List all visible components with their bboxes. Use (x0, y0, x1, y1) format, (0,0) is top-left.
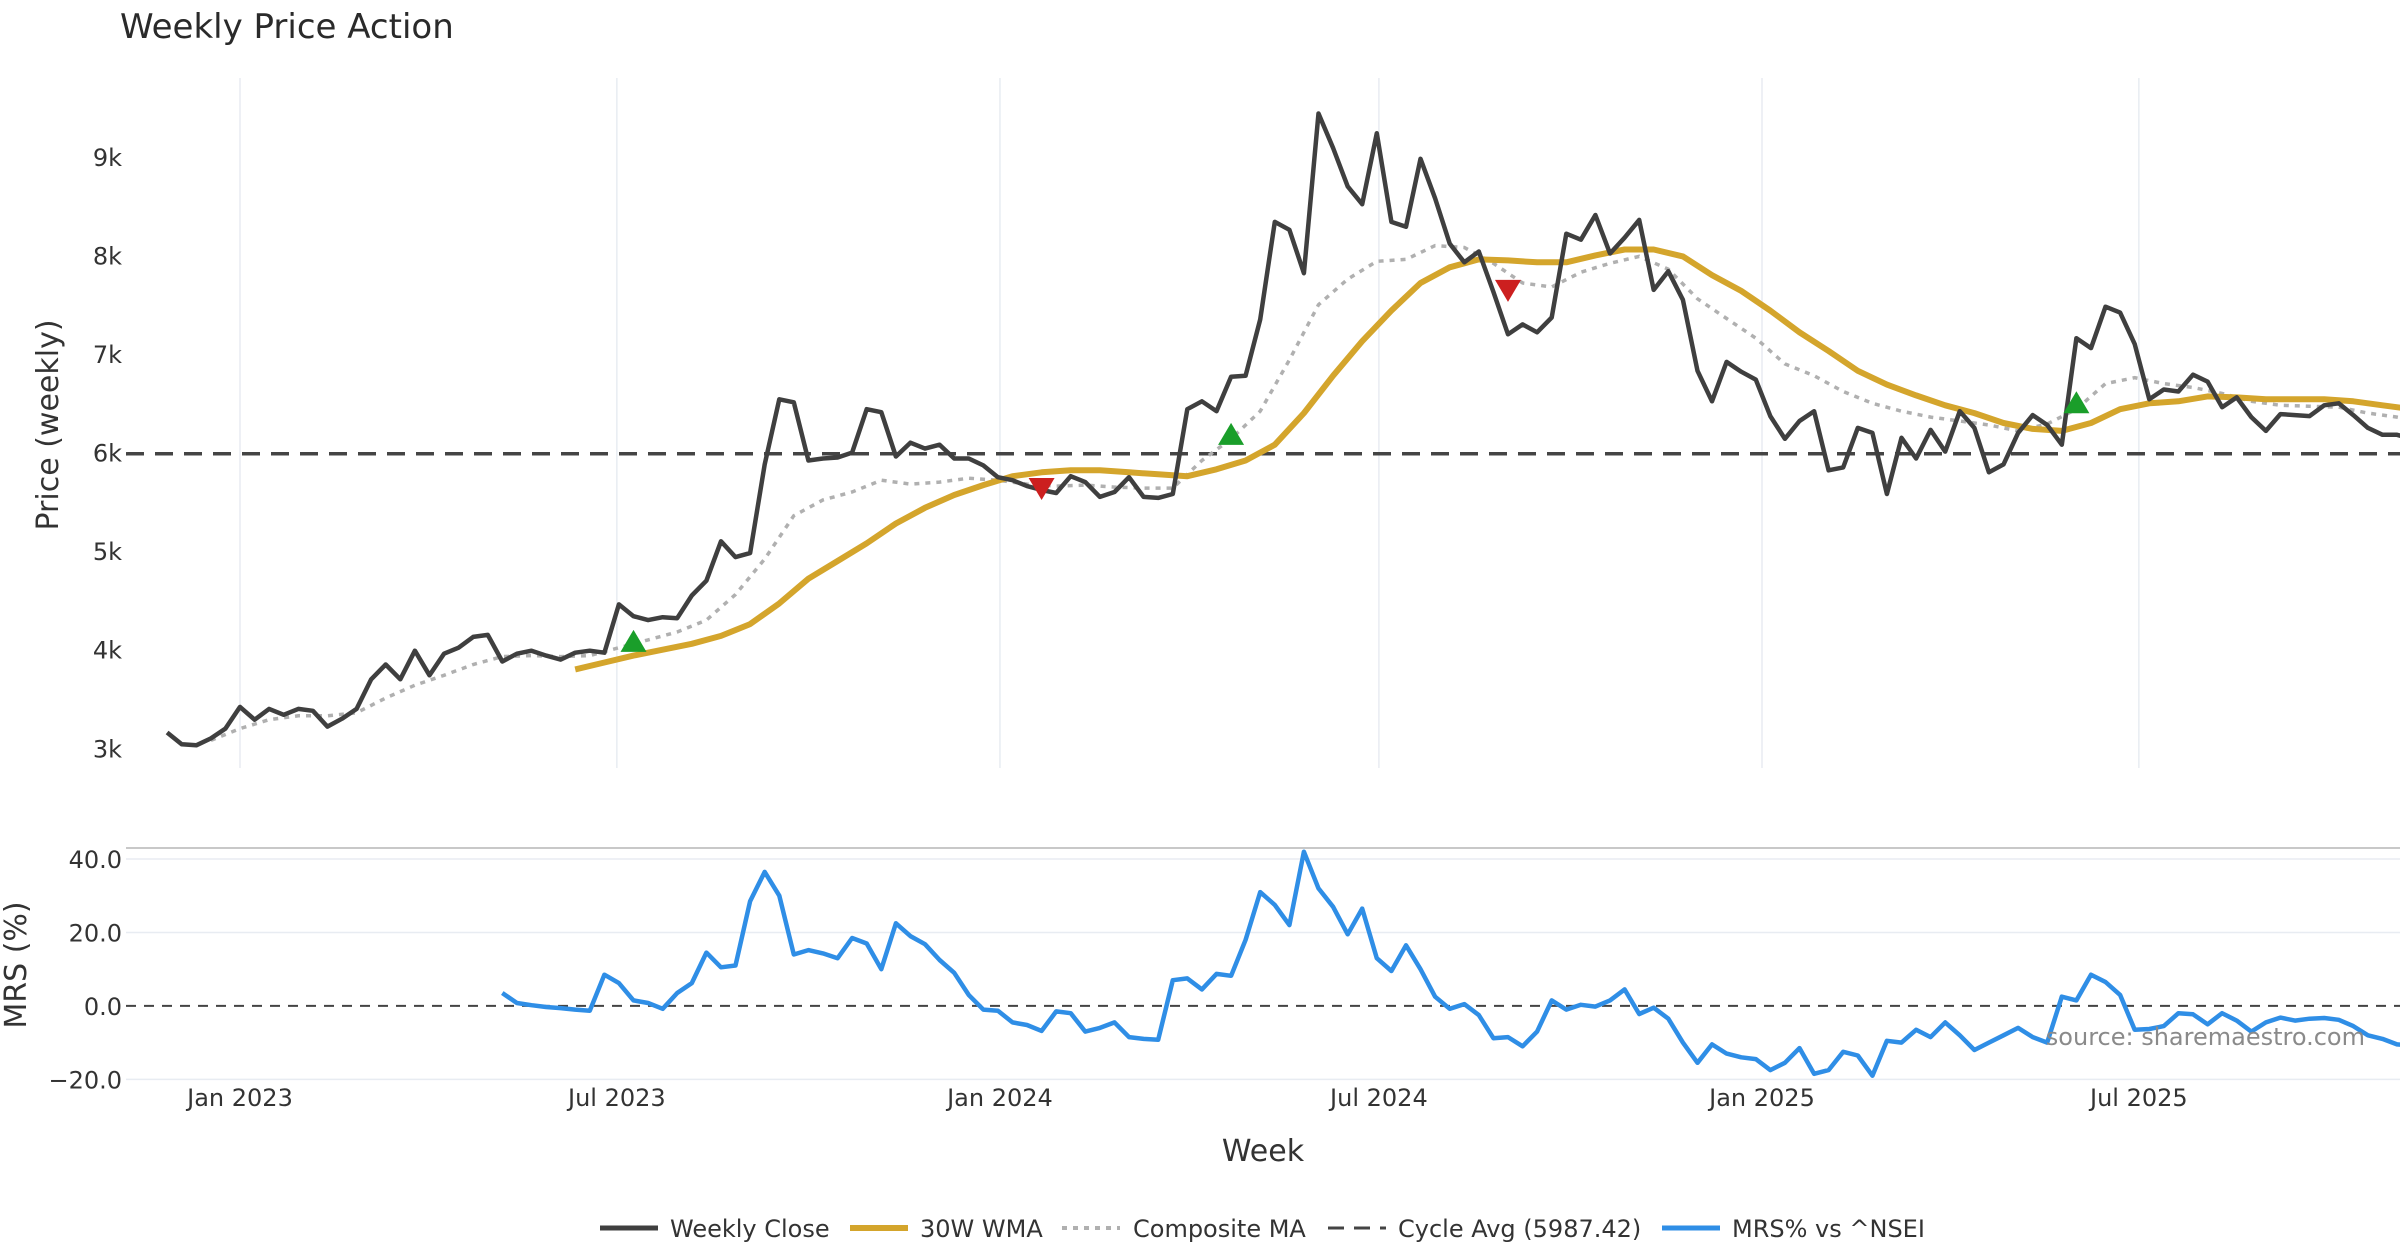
legend-label-cycle-avg: Cycle Avg (5987.42) (1398, 1215, 1641, 1243)
buy-signal-marker-2 (1218, 422, 1245, 445)
price-y-axis-label: Price (weekly) (31, 319, 66, 530)
price-y-tick-0: 3k (93, 735, 122, 763)
mrs-y-tick-3: −20.0 (48, 1066, 122, 1094)
price-y-tick-6: 9k (93, 144, 122, 172)
x-tick-5: Jul 2025 (2088, 1084, 2188, 1112)
price-y-tick-3: 6k (93, 440, 122, 468)
legend-item-wma: 30W WMA (850, 1215, 1043, 1243)
x-tick-4: Jan 2025 (1707, 1084, 1815, 1112)
x-axis-label: Week (1222, 1134, 1305, 1169)
mrs-line (501, 849, 2400, 1078)
legend-label-weekly-close: Weekly Close (670, 1215, 830, 1243)
sell-signal-marker-1 (1028, 478, 1055, 501)
buy-signal-marker-4 (2063, 391, 2090, 414)
price-y-ticks: 3k 4k 5k 6k 7k 8k 9k (93, 144, 122, 763)
wma-30w-line (574, 246, 2400, 673)
price-panel: 3k 4k 5k 6k 7k 8k 9k Price (weekly) (31, 78, 2400, 768)
mrs-y-tick-2: 0.0 (84, 993, 122, 1021)
price-y-tick-1: 4k (93, 637, 122, 665)
x-tick-1: Jul 2023 (566, 1084, 666, 1112)
composite-ma-line (210, 243, 2400, 743)
weekly-close-line (165, 111, 2400, 748)
price-y-tick-4: 7k (93, 341, 122, 369)
mrs-y-axis-label: MRS (%) (0, 901, 34, 1028)
mrs-y-tick-1: 20.0 (69, 919, 122, 947)
price-y-tick-5: 8k (93, 242, 122, 270)
mrs-y-grid (126, 858, 2400, 1081)
price-x-grid (239, 78, 2140, 768)
mrs-y-tick-0: 40.0 (69, 846, 122, 874)
price-y-tick-2: 5k (93, 538, 122, 566)
buy-signal-marker-0 (620, 629, 647, 652)
legend-label-composite: Composite MA (1133, 1215, 1306, 1243)
signal-markers (620, 279, 2090, 652)
x-tick-labels: Jan 2023 Jul 2023 Jan 2024 Jul 2024 Jan 2025… (185, 1084, 2188, 1112)
x-tick-0: Jan 2023 (185, 1084, 293, 1112)
mrs-y-ticks: 40.0 20.0 0.0 −20.0 (48, 846, 122, 1094)
legend-item-mrs: MRS% vs ^NSEI (1662, 1215, 1925, 1243)
chart-title: Weekly Price Action (120, 7, 454, 47)
x-tick-3: Jul 2024 (1328, 1084, 1428, 1112)
legend-item-composite: Composite MA (1062, 1215, 1306, 1243)
x-tick-2: Jan 2024 (945, 1084, 1053, 1112)
legend-item-cycle-avg: Cycle Avg (5987.42) (1328, 1215, 1641, 1243)
source-text: source: sharemaestro.com (2046, 1023, 2365, 1051)
legend-label-mrs: MRS% vs ^NSEI (1732, 1215, 1925, 1243)
legend-item-weekly-close: Weekly Close (600, 1215, 830, 1243)
legend-label-wma: 30W WMA (920, 1215, 1043, 1243)
mrs-panel: 40.0 20.0 0.0 −20.0 MRS (%) source: sharema… (0, 846, 2400, 1094)
sell-signal-marker-3 (1494, 279, 1521, 302)
legend: Weekly Close 30W WMA Composite MA Cycle … (600, 1215, 1925, 1243)
